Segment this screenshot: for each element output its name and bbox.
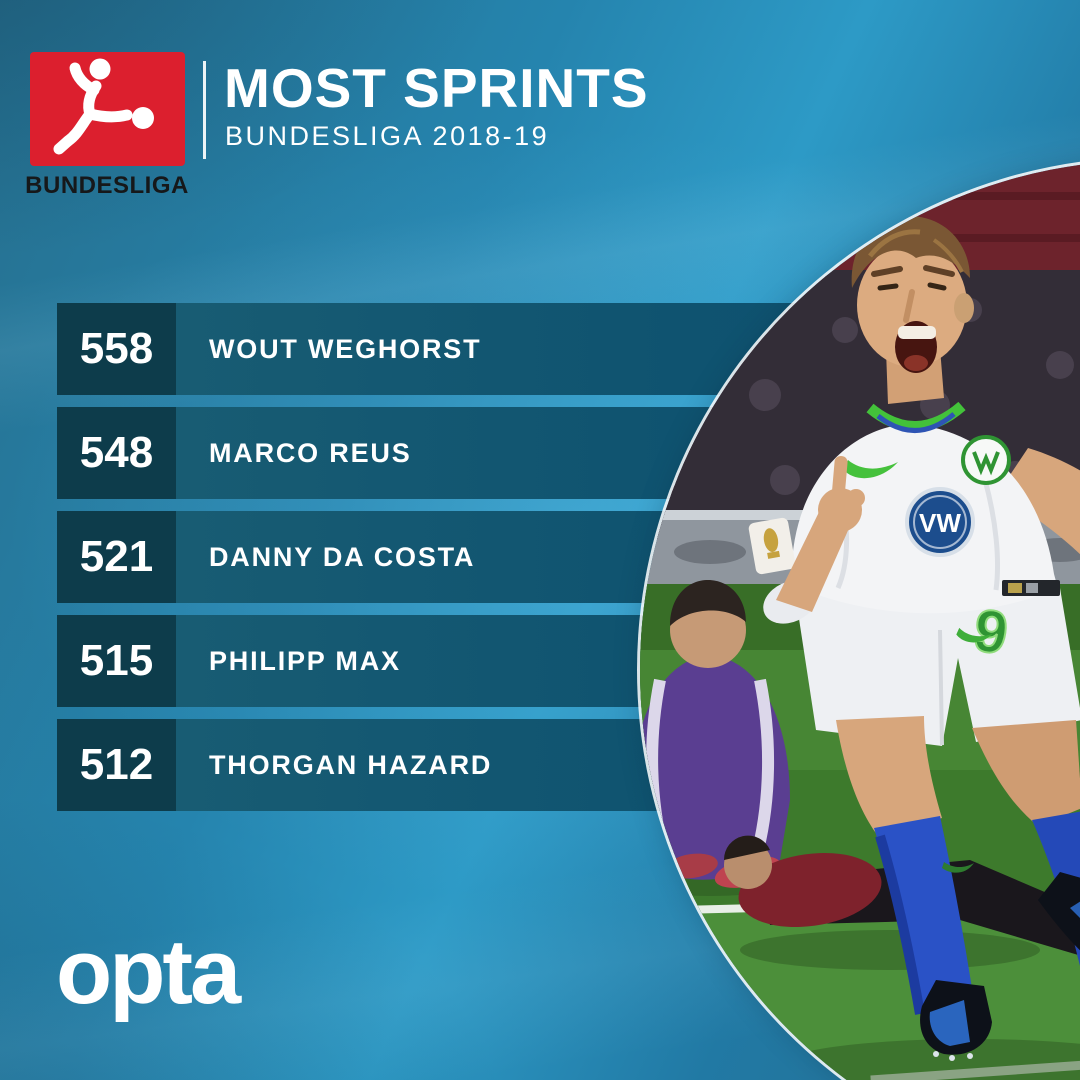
page-subtitle: BUNDESLIGA 2018-19 — [225, 121, 550, 151]
nike-swoosh-icon — [844, 460, 898, 479]
sprint-count: 548 — [57, 407, 176, 499]
bundesliga-logo — [30, 52, 185, 166]
bundesliga-wordmark: BUNDESLIGA — [25, 172, 189, 199]
shorts-swoosh-icon — [956, 627, 993, 643]
wolfsburg-crest — [961, 435, 1011, 485]
main-player-figure: VW 9 — [748, 216, 1080, 1080]
sprint-count: 512 — [57, 719, 176, 811]
cup-patch — [748, 517, 796, 575]
sponsor-text: VW — [919, 508, 961, 538]
sprint-count: 558 — [57, 303, 176, 395]
bundesliga-kicker-icon — [30, 52, 185, 166]
opta-logo: opta — [56, 921, 241, 1023]
steward-figure — [640, 931, 686, 1055]
header-divider — [203, 61, 206, 159]
page-title: MOST SPRINTS — [224, 57, 649, 119]
sprint-count: 521 — [57, 511, 176, 603]
player-photo: VW 9 — [640, 160, 1080, 1080]
sprint-count: 515 — [57, 615, 176, 707]
vw-sponsor-badge: VW — [905, 487, 975, 557]
pointing-finger — [830, 455, 848, 516]
